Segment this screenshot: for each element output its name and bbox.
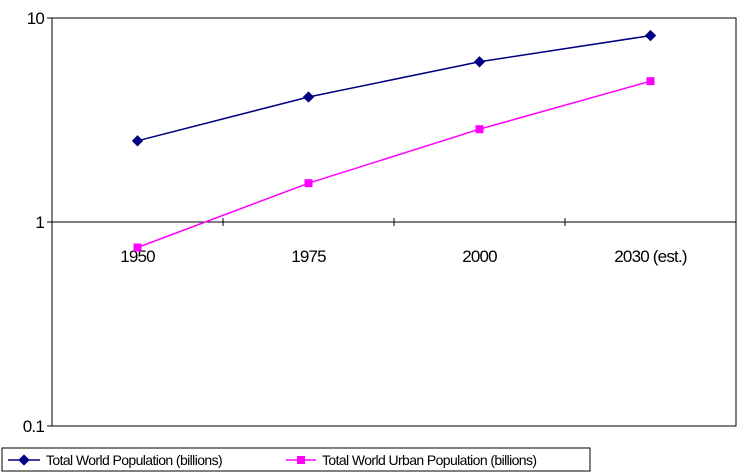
legend-marker-urban xyxy=(297,456,305,464)
x-axis-ticks: 1950 1975 2000 2030 (est.) xyxy=(120,218,688,266)
data-point-population xyxy=(131,135,144,147)
data-point-urban xyxy=(475,125,484,134)
y-tick-label: 0.1 xyxy=(23,417,45,436)
data-point-urban xyxy=(304,179,313,188)
x-tick-label: 2030 (est.) xyxy=(614,247,687,266)
x-tick-label: 1975 xyxy=(291,247,326,266)
legend: Total World Population (billions) Total … xyxy=(1,447,591,472)
data-point-urban xyxy=(646,77,655,86)
x-tick-label: 2000 xyxy=(462,247,497,266)
data-point-urban xyxy=(133,243,142,252)
series-line-population xyxy=(137,34,651,142)
data-point-population xyxy=(473,56,486,68)
y-tick-label: 10 xyxy=(27,9,45,28)
y-axis-ticks: 0.1 1 10 xyxy=(23,9,52,436)
series-line-urban xyxy=(137,80,651,249)
legend-label-population: Total World Population (billions) xyxy=(46,452,222,468)
legend-label-urban: Total World Urban Population (billions) xyxy=(322,452,536,468)
x-tick-label: 1950 xyxy=(120,247,155,266)
y-tick-label: 1 xyxy=(35,213,44,232)
